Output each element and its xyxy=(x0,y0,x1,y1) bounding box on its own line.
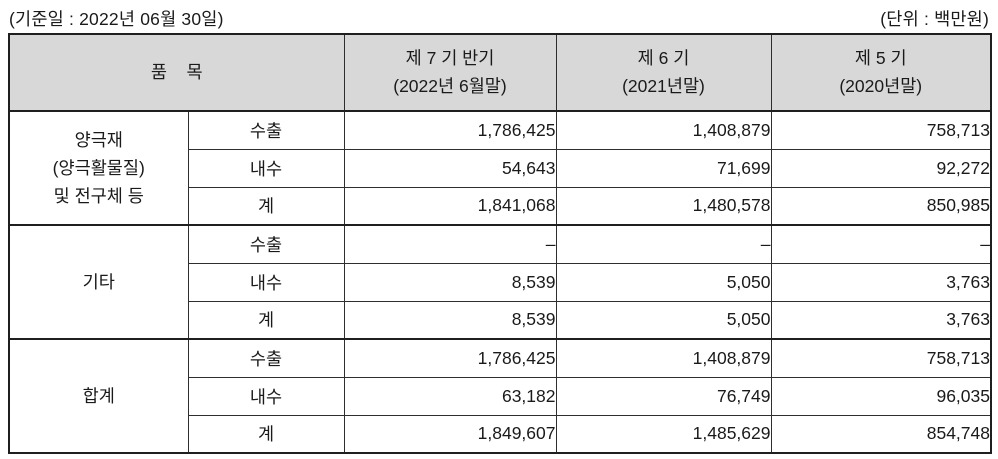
row-label: 수출 xyxy=(187,338,345,378)
value-cell: 76,749 xyxy=(555,376,772,416)
table-row: 계 8,539 5,050 3,763 xyxy=(9,300,992,340)
value-cell: 63,182 xyxy=(343,376,557,416)
column-header-item: 품 목 xyxy=(8,33,345,112)
value-cell: 1,408,879 xyxy=(555,338,772,378)
value-cell: 96,035 xyxy=(770,376,992,416)
value-cell: 8,539 xyxy=(343,262,557,302)
value-cell: 1,786,425 xyxy=(343,338,557,378)
value-cell: 3,763 xyxy=(770,300,992,340)
value-cell: 758,713 xyxy=(770,338,992,378)
value-cell: 1,480,578 xyxy=(555,186,772,226)
value-cell: 54,643 xyxy=(343,148,557,188)
column-header-period-5: 제 5 기 (2020년말) xyxy=(770,33,992,112)
table-row: 양극재 (양극활물질) 및 전구체 등 수출 1,786,425 1,408,8… xyxy=(8,110,992,226)
row-label: 내수 xyxy=(187,148,345,188)
category-line: 기타 xyxy=(82,272,115,292)
value-cell: 758,713 xyxy=(770,110,992,150)
table-row: 계 1,849,607 1,485,629 854,748 xyxy=(9,414,992,454)
category-cell-total: 합계 xyxy=(8,338,189,454)
value-cell: 71,699 xyxy=(555,148,772,188)
period-7-date: (2022년 6월말) xyxy=(393,75,507,96)
table-caption-row: (기준일 : 2022년 06월 30일) (단위 : 백만원) xyxy=(0,0,998,33)
table-row: 합계 수출 1,786,425 1,408,879 758,713 xyxy=(8,338,992,454)
period-5-title: 제 5 기 xyxy=(854,48,907,69)
value-cell: 1,786,425 xyxy=(343,110,557,150)
value-cell: 8,539 xyxy=(343,300,557,340)
column-header-period-7: 제 7 기 반기 (2022년 6월말) xyxy=(343,33,557,112)
unit-label: (단위 : 백만원) xyxy=(880,9,989,29)
value-cell: 1,408,879 xyxy=(555,110,772,150)
base-date-label: (기준일 : 2022년 06월 30일) xyxy=(9,9,224,29)
value-cell: 850,985 xyxy=(770,186,992,226)
category-line: 합계 xyxy=(82,386,115,406)
row-label: 계 xyxy=(187,186,345,226)
value-cell: – xyxy=(770,224,992,264)
row-label: 내수 xyxy=(187,376,345,416)
period-6-title: 제 6 기 xyxy=(637,48,690,69)
value-cell: 1,485,629 xyxy=(555,414,772,454)
period-5-date: (2020년말) xyxy=(839,75,923,96)
value-cell: 5,050 xyxy=(555,262,772,302)
category-line: (양극활물질) xyxy=(52,158,145,178)
value-cell: 3,763 xyxy=(770,262,992,302)
category-cell-other: 기타 xyxy=(8,224,189,340)
category-line: 양극재 xyxy=(74,130,123,150)
table-header-row: 품 목 제 7 기 반기 (2022년 6월말) 제 6 기 (2021년말) … xyxy=(8,33,992,112)
row-label: 내수 xyxy=(187,262,345,302)
category-line: 및 전구체 등 xyxy=(53,186,144,206)
row-label: 계 xyxy=(187,300,345,340)
table-row: 계 1,841,068 1,480,578 850,985 xyxy=(9,186,992,226)
column-header-period-6: 제 6 기 (2021년말) xyxy=(555,33,772,112)
row-label: 수출 xyxy=(187,110,345,150)
table-row: 내수 8,539 5,050 3,763 xyxy=(9,262,992,302)
period-7-title: 제 7 기 반기 xyxy=(405,48,495,69)
table-row: 내수 63,182 76,749 96,035 xyxy=(9,376,992,416)
value-cell: 92,272 xyxy=(770,148,992,188)
period-6-date: (2021년말) xyxy=(622,75,705,96)
row-label: 계 xyxy=(187,414,345,454)
value-cell: – xyxy=(555,224,772,264)
value-cell: – xyxy=(343,224,557,264)
table-row: 내수 54,643 71,699 92,272 xyxy=(9,148,992,188)
sales-by-product-table: 품 목 제 7 기 반기 (2022년 6월말) 제 6 기 (2021년말) … xyxy=(8,33,992,454)
category-cell-cathode: 양극재 (양극활물질) 및 전구체 등 xyxy=(8,110,189,226)
value-cell: 1,841,068 xyxy=(343,186,557,226)
value-cell: 1,849,607 xyxy=(343,414,557,454)
table-row: 기타 수출 – – – xyxy=(8,224,992,340)
value-cell: 854,748 xyxy=(770,414,992,454)
value-cell: 5,050 xyxy=(555,300,772,340)
row-label: 수출 xyxy=(187,224,345,264)
